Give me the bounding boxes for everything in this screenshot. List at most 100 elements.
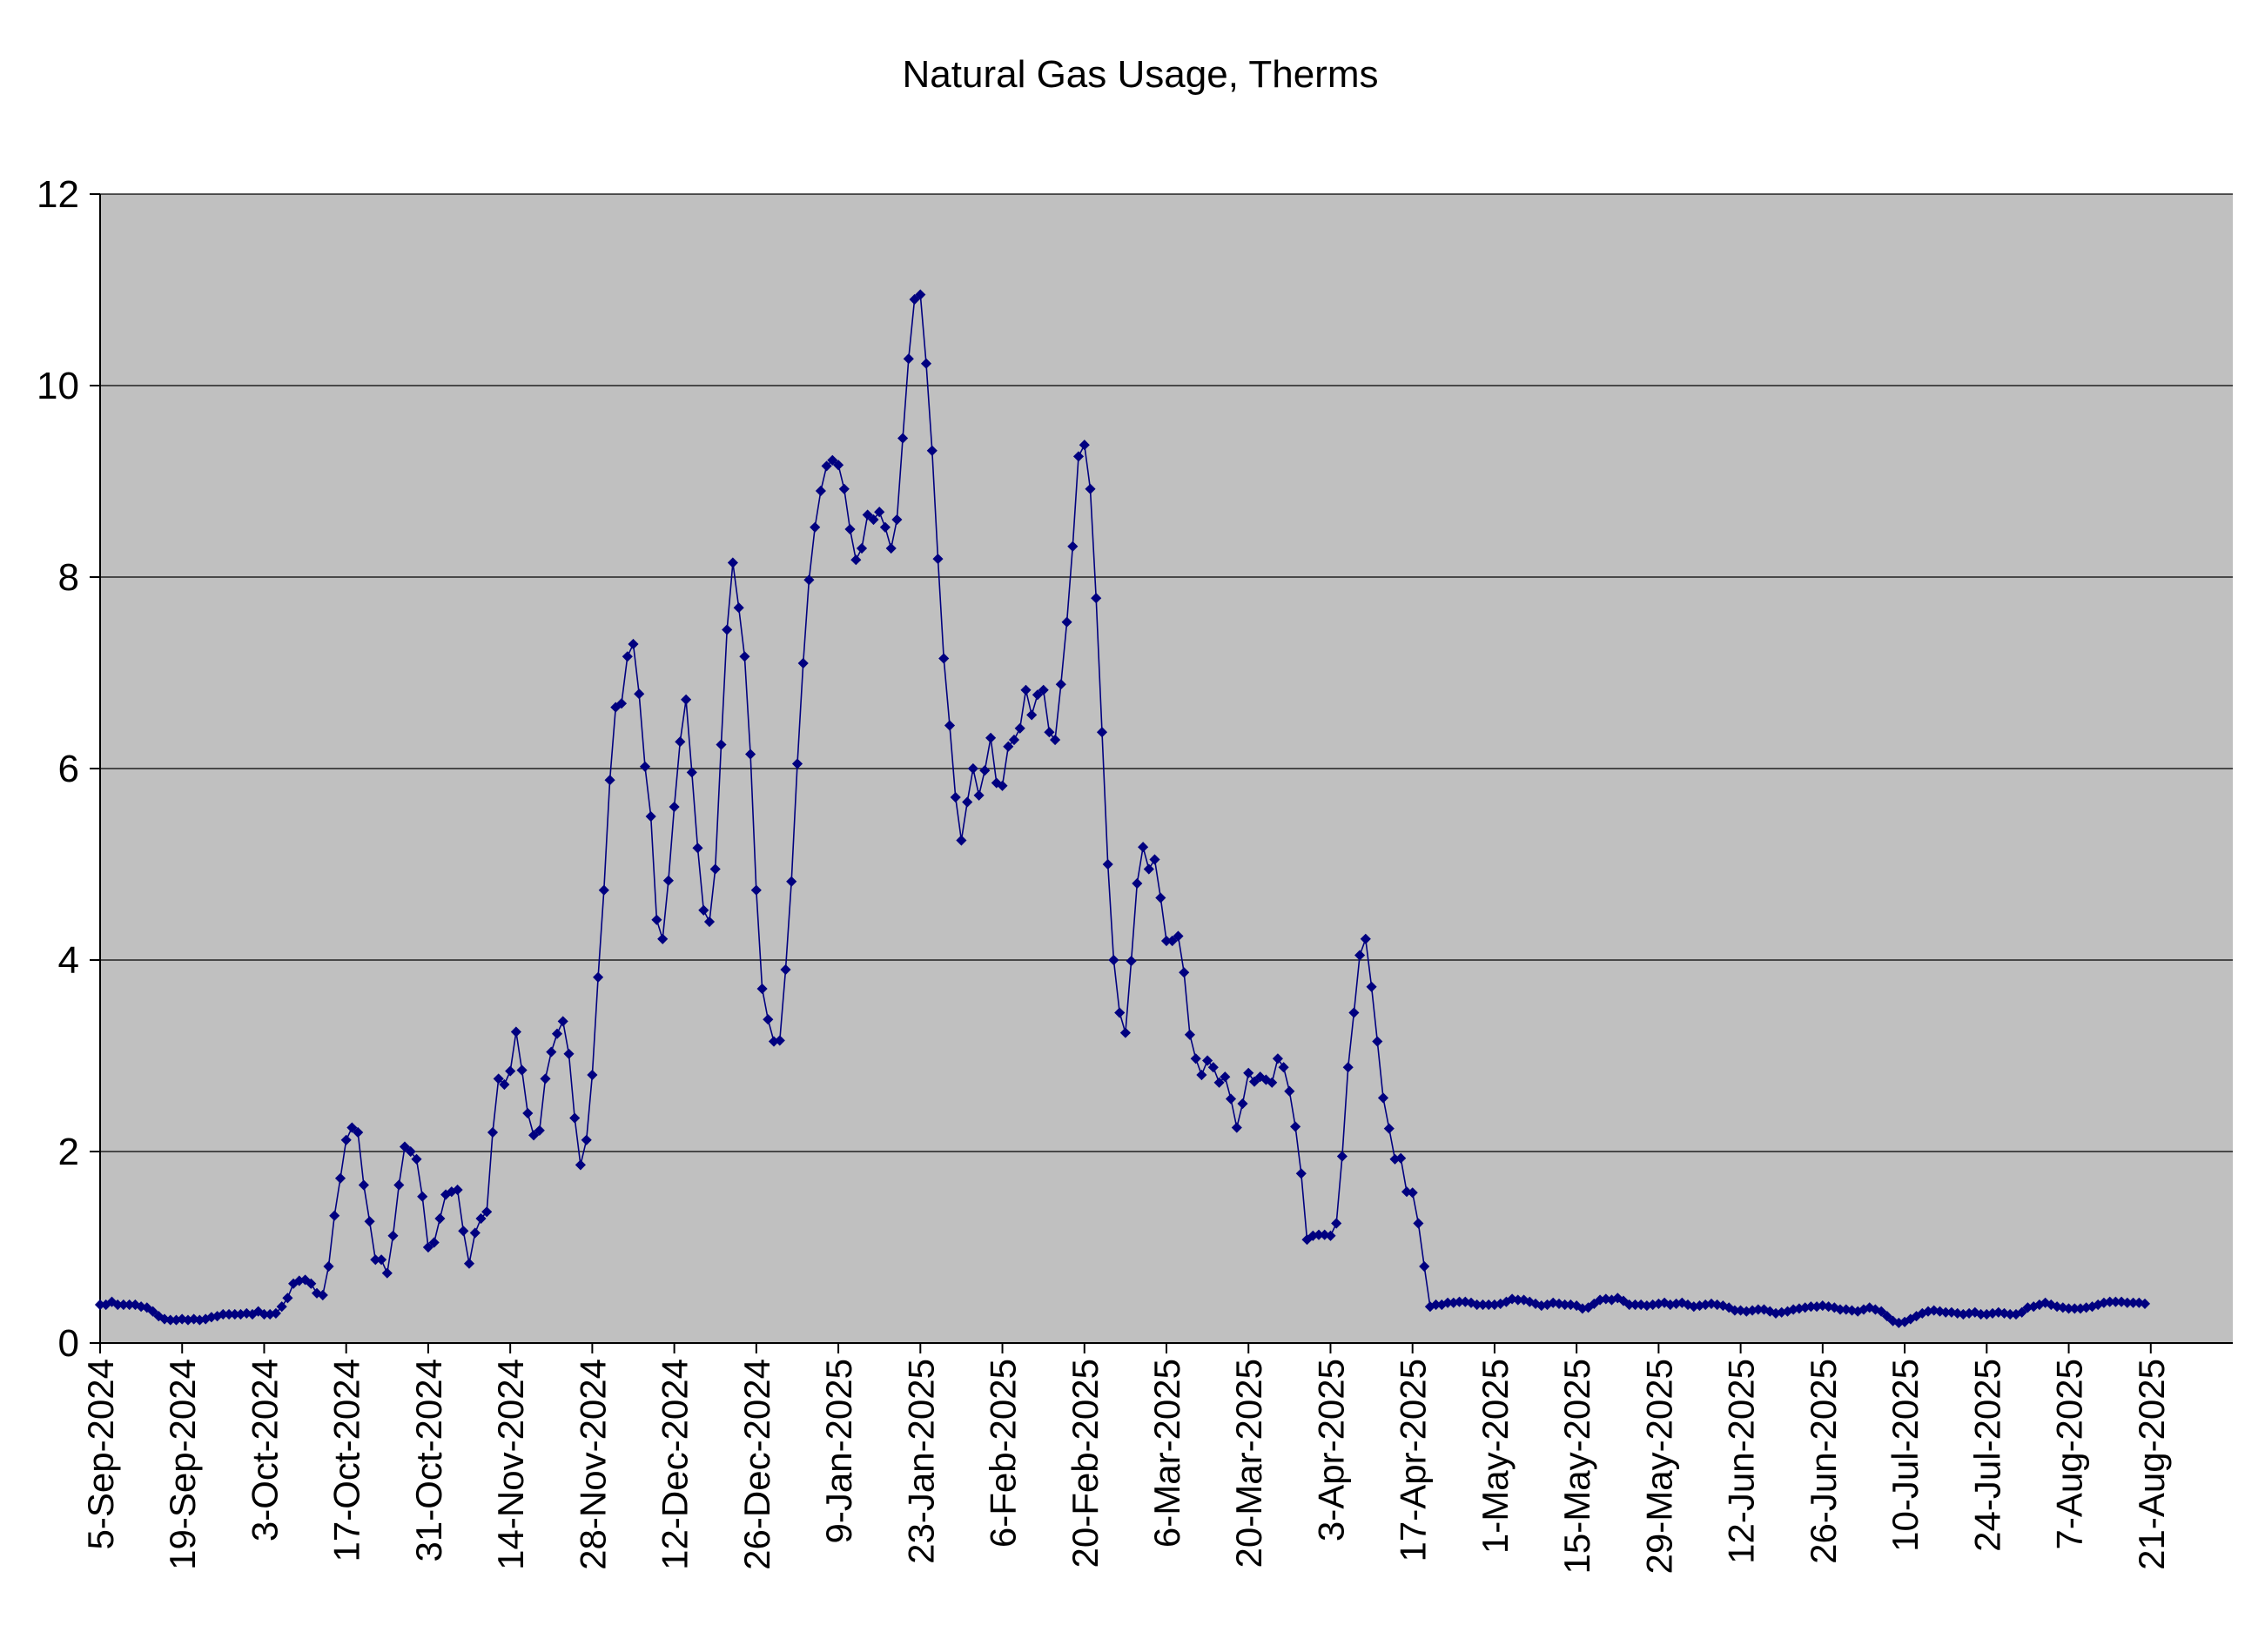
x-tick-label: 23-Jan-2025	[900, 1359, 941, 1564]
data-point	[563, 1048, 575, 1059]
data-point	[803, 574, 815, 586]
y-tick-label: 6	[58, 748, 79, 790]
data-point	[458, 1226, 469, 1237]
data-point	[276, 1301, 287, 1313]
data-point	[364, 1216, 375, 1227]
data-point	[1132, 877, 1143, 890]
data-point	[862, 509, 873, 520]
data-point	[1091, 593, 1102, 604]
data-point	[1166, 935, 1178, 947]
data-point	[604, 775, 615, 786]
data-point	[1196, 1069, 1207, 1081]
data-point	[417, 1191, 428, 1202]
x-tick-label: 1-May-2025	[1475, 1359, 1516, 1554]
data-point	[434, 1212, 446, 1225]
data-point	[493, 1073, 504, 1085]
data-point	[821, 460, 832, 472]
data-point	[2016, 1306, 2027, 1318]
x-tick-label: 14-Nov-2024	[490, 1359, 531, 1570]
data-point	[593, 971, 604, 983]
x-tick-label: 17-Oct-2024	[326, 1359, 367, 1561]
data-point	[985, 732, 997, 743]
data-point	[469, 1227, 481, 1239]
data-point	[1383, 1123, 1395, 1134]
data-point	[1096, 727, 1108, 738]
data-point	[1173, 930, 1184, 942]
data-point	[1419, 1260, 1430, 1273]
data-point	[1295, 1168, 1307, 1179]
data-point	[926, 445, 938, 456]
data-point	[1143, 863, 1154, 875]
data-point	[962, 796, 973, 808]
data-point	[522, 1107, 534, 1119]
data-point	[581, 1134, 592, 1145]
gridlines	[100, 193, 2233, 1152]
x-tick-label: 21-Aug-2025	[2131, 1359, 2172, 1570]
data-point	[891, 514, 903, 526]
x-tick-label: 28-Nov-2024	[572, 1359, 613, 1570]
data-point	[1044, 727, 1055, 738]
data-point	[399, 1141, 411, 1152]
data-point	[797, 657, 809, 669]
data-point	[587, 1069, 598, 1081]
series-gas-usage	[94, 289, 2151, 1328]
data-point	[909, 293, 920, 306]
data-point	[1407, 1187, 1418, 1199]
data-point	[1038, 684, 1049, 695]
x-tick-label: 5-Sep-2024	[80, 1359, 121, 1550]
data-point	[973, 789, 985, 801]
data-point	[1360, 933, 1371, 944]
data-point	[745, 749, 756, 760]
data-point	[844, 523, 856, 535]
data-point	[528, 1130, 540, 1141]
data-point	[780, 964, 791, 976]
data-point	[1876, 1306, 1887, 1317]
data-point	[346, 1122, 358, 1133]
data-point	[634, 688, 645, 700]
data-point	[452, 1184, 463, 1196]
data-point	[716, 739, 727, 750]
data-point	[639, 761, 651, 772]
data-point	[874, 507, 885, 518]
data-point	[1354, 950, 1366, 961]
data-point	[1372, 1036, 1383, 1047]
data-point	[1243, 1067, 1254, 1078]
data-point	[1072, 451, 1085, 462]
data-point	[505, 1065, 516, 1077]
data-point	[1377, 1092, 1389, 1104]
x-tick-label: 20-Mar-2025	[1228, 1359, 1269, 1568]
data-point	[1026, 709, 1038, 721]
data-point	[791, 758, 803, 769]
data-point	[1102, 858, 1113, 870]
data-point	[1413, 1218, 1424, 1229]
x-tick-label: 12-Dec-2024	[655, 1359, 696, 1570]
data-point	[306, 1278, 317, 1289]
data-point	[1032, 689, 1043, 701]
data-point	[270, 1307, 281, 1319]
data-point	[692, 843, 703, 854]
data-point	[1237, 1098, 1248, 1110]
x-tick-label: 3-Oct-2024	[244, 1359, 285, 1541]
data-point	[1114, 1007, 1126, 1018]
data-point	[967, 762, 978, 775]
data-point	[1290, 1121, 1301, 1132]
data-point	[428, 1237, 440, 1248]
data-point	[1149, 854, 1160, 865]
data-point	[540, 1073, 551, 1085]
data-point	[1067, 541, 1079, 552]
data-point	[1055, 679, 1066, 690]
data-point	[920, 358, 932, 369]
data-point	[686, 767, 697, 778]
chart-title: Natural Gas Usage, Therms	[903, 53, 1379, 96]
data-point	[1220, 1071, 1231, 1083]
data-point	[334, 1172, 346, 1184]
data-point	[733, 602, 744, 614]
data-point	[510, 1026, 521, 1038]
data-point	[1003, 741, 1014, 752]
x-tick-label: 29-May-2025	[1638, 1359, 1679, 1574]
y-axis-ticks: 0 2 4 6 8 10 12	[37, 173, 100, 1365]
data-point	[1126, 956, 1137, 967]
data-point	[681, 694, 692, 705]
data-point	[1267, 1077, 1278, 1088]
data-point	[997, 780, 1008, 791]
